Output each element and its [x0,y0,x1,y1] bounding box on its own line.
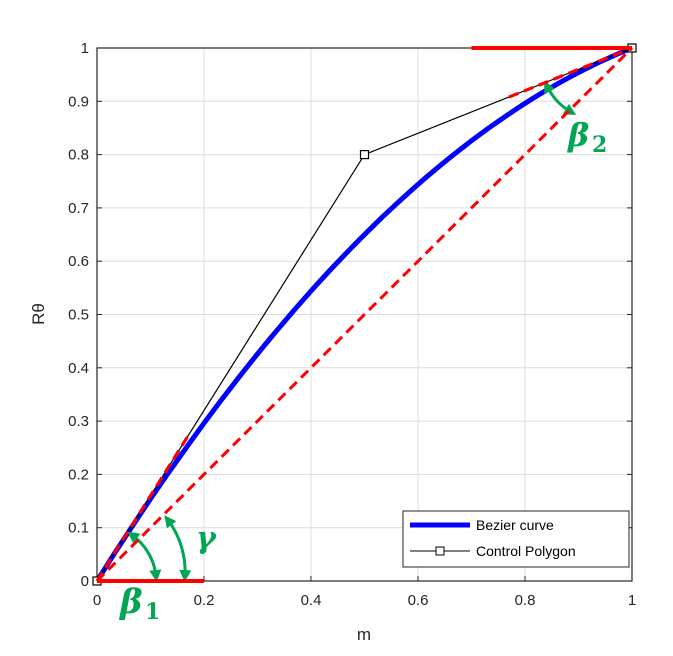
svg-text:Bezier curve: Bezier curve [476,517,554,533]
y-axis-label: Rθ [29,303,48,325]
gamma-label: γ [196,521,217,556]
beta1-angle-arrow-icon [127,531,162,582]
x-tick-label: 0.2 [194,592,215,609]
x-tick-label: 0.6 [408,592,429,609]
x-tick-label: 1 [628,592,636,609]
beta1-label: β 1 [118,582,160,625]
x-tick-label: 0.4 [301,592,322,609]
axes [96,47,633,582]
y-tick-label: 0.8 [68,147,89,164]
y-tick-label: 1 [81,40,89,57]
y-tick-label: 0.3 [68,413,89,430]
tangent-dashed [95,435,190,582]
y-tick-label: 0.1 [68,520,89,537]
x-tick-label: 0 [93,592,101,609]
tangent-dashed [508,46,633,99]
y-tick-label: 0.7 [68,200,89,217]
svg-text:γ: γ [196,521,217,556]
square-marker-icon [435,546,445,556]
beta2-label: β 2 [567,116,607,158]
tick-labels: 0 0.2 0.4 0.6 0.8 1 0 0.1 0.2 0.3 0.4 0.5 0.6 0.7 0.8 0… [68,40,636,609]
annotation-layer [95,46,634,583]
y-tick-label: 0.4 [68,360,89,377]
beta2-angle-arrow-icon [544,80,577,116]
legend-item-bezier: Bezier curve [410,517,554,533]
bezier-curve [94,45,633,583]
svg-text:1: 1 [145,599,160,625]
x-axis-label: m [357,625,371,644]
legend: Bezier curve Control Polygon [402,510,630,568]
gamma-angle-arrow-icon [164,515,192,582]
x-tick-label: 0.8 [515,592,536,609]
legend-box [402,510,630,568]
svg-text:β: β [118,582,143,622]
y-tick-label: 0.9 [68,93,89,110]
legend-item-polygon: Control Polygon [410,543,576,559]
svg-text:2: 2 [592,132,607,158]
y-tick-label: 0.2 [68,466,89,483]
axes-box [96,47,633,582]
svg-text:Control Polygon: Control Polygon [476,543,576,559]
control-point-marker [359,150,370,160]
y-tick-label: 0.6 [68,253,89,270]
y-tick-label: 0.5 [68,307,89,324]
y-tick-label: 0 [81,573,89,590]
chord-dashed [95,46,634,583]
svg-text:β: β [567,116,589,154]
